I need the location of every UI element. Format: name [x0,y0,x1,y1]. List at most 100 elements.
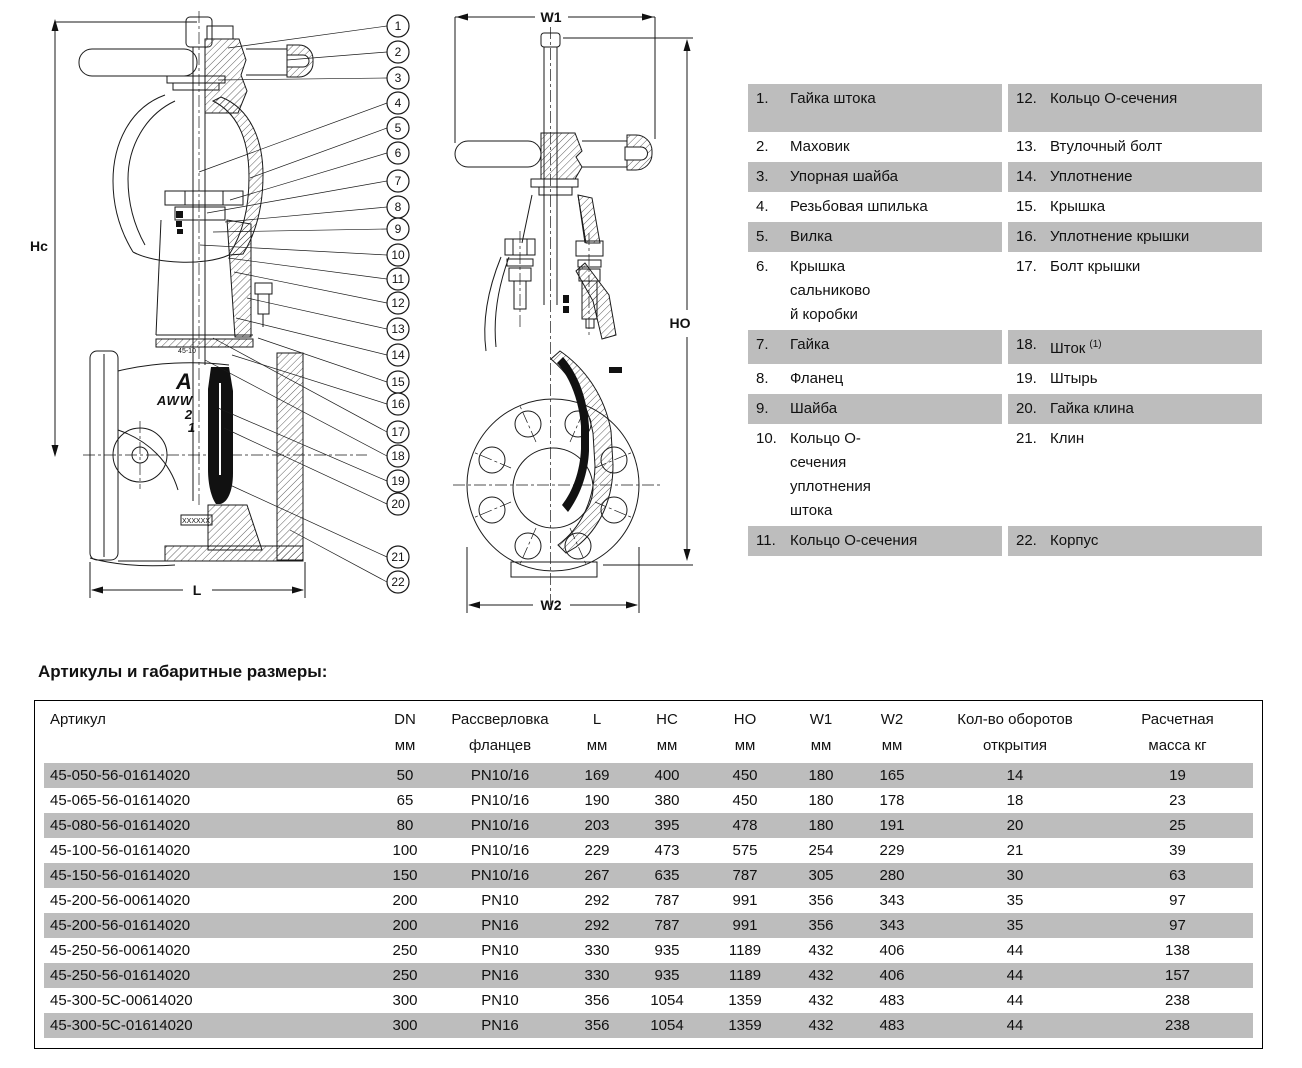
table-row: 45-050-56-01614020 50 PN10/16 169 400 450 180 1… [44,763,1253,788]
value-cell: 1359 [728,992,762,1009]
value-cell: 150 [374,863,436,888]
article-cell: 45-150-56-01614020 [44,863,374,888]
value-cell: 432 [786,1013,856,1038]
value-cell: 30 [928,863,1102,888]
hc-dimension: Hc [30,19,197,457]
value-cell: 395 [630,813,704,838]
handwheel-front [454,132,653,196]
value-cell: 343 [879,892,905,909]
part-name: Фланец [790,370,844,387]
svg-text:20: 20 [391,497,405,511]
value-cell: 14 [928,763,1102,788]
w2-dimension-label: W2 [541,597,562,613]
callout-19: 19 [217,407,410,493]
wedge [208,367,233,504]
svg-text:8: 8 [395,200,402,214]
part-number: 19. [1016,370,1037,387]
article-cell: 45-300-5C-01614020 [44,1013,374,1038]
callout-14: 14 [235,317,410,367]
parts-list-row: 11. Кольцо О-сечения 22. Корпус [748,526,1262,556]
value-cell: PN10 [481,992,519,1009]
part-name: Уплотнение крышки [1050,228,1190,245]
value-cell: 400 [630,763,704,788]
callout-22: 22 [289,529,410,594]
part-number: 14. [1016,168,1037,185]
parts-list-row: 4. Резьбовая шпилька 15. Крышка [748,192,1262,222]
valve-front-drawing: W1 HO [453,9,693,613]
column-header: HO мм [733,711,757,754]
parts-list-cell: 2. Маховик [748,132,1002,162]
parts-list-cell: 12. Кольцо О-сечения [1008,84,1262,132]
parts-list-row: 6. Крышка сальниково й коробки 17. Болт … [748,252,1262,330]
value-cell: 190 [584,792,610,809]
svg-text:10: 10 [391,248,405,262]
value-cell: 1054 [650,992,684,1009]
value-cell: 473 [654,842,680,859]
part-number: 13. [1016,138,1037,155]
l-dimension-label: L [193,582,202,598]
l-dimension: L [89,562,306,598]
part-name: Уплотнение [1050,168,1133,185]
handwheel [78,25,314,114]
part-name: Клин [1050,430,1085,447]
gland-fork [164,190,244,234]
part-name: Кольцо О-сечения [1050,90,1178,107]
value-cell: 406 [856,963,928,988]
value-cell: 180 [786,813,856,838]
parts-list-cell: 20. Гайка клина [1008,394,1262,424]
parts-list: 1. Гайка штока 12. Кольцо О-сечения 2. М… [748,84,1262,556]
value-cell: PN10/16 [436,863,564,888]
value-cell: 450 [732,792,758,809]
value-cell: 254 [808,842,834,859]
value-cell: 343 [856,913,928,938]
body-castings-marks: 45-10 A AWW 2 1 XXXXXX [156,348,213,526]
svg-text:1: 1 [395,19,402,33]
parts-list-row: 7. Гайка 18. Шток (1) [748,330,1262,364]
part-number: 6. [756,258,769,275]
value-cell: 180 [808,792,834,809]
w2-dimension: W2 [466,547,640,613]
table-row: 45-200-56-00614020 200 PN10 292 787 991 356 343… [44,888,1253,913]
value-cell: 19 [1102,763,1253,788]
value-cell: PN10/16 [436,813,564,838]
value-cell: 300 [392,992,418,1009]
article-cell: 45-050-56-01614020 [44,763,374,788]
callout-7: 7 [206,169,410,214]
part-number: 22. [1016,532,1037,549]
value-cell: 432 [808,942,834,959]
value-cell: 1189 [728,942,762,959]
part-name: Маховик [790,138,850,155]
parts-list-row: 5. Вилка 16. Уплотнение крышки [748,222,1262,252]
article-cell: 45-250-56-01614020 [44,963,374,988]
value-cell: 18 [1006,792,1024,809]
w1-dimension: W1 [454,9,656,143]
body-mark-brand: AWW [156,393,194,408]
ho-dimension: HO [563,37,693,566]
callout-13: 13 [246,297,410,341]
column-header: W1 мм [809,711,833,754]
value-cell: 44 [928,1013,1102,1038]
svg-text:2: 2 [395,45,402,59]
value-cell: 1189 [704,963,786,988]
value-cell: 157 [1102,963,1253,988]
column-header: Расчетная масса кг [1141,711,1214,754]
value-cell: 21 [1006,842,1024,859]
value-cell: PN10/16 [470,842,530,859]
bonnet-bolt-left [504,231,536,327]
part-number: 9. [756,400,769,417]
parts-list-cell: 14. Уплотнение [1008,162,1262,192]
part-name: Упорная шайба [790,168,898,185]
article-cell: 45-200-56-01614020 [44,913,374,938]
table-row: 45-300-5C-01614020 300 PN16 356 1054 1359 432 4… [44,1013,1253,1038]
value-cell: 292 [584,892,610,909]
bonnet-bolt-right [575,233,604,335]
svg-text:11: 11 [392,272,405,286]
value-cell: PN10/16 [436,763,564,788]
svg-text:4: 4 [395,96,402,110]
parts-list-cell: 3. Упорная шайба [748,162,1002,192]
callout-4: 4 [198,91,410,173]
svg-text:21: 21 [391,550,405,564]
